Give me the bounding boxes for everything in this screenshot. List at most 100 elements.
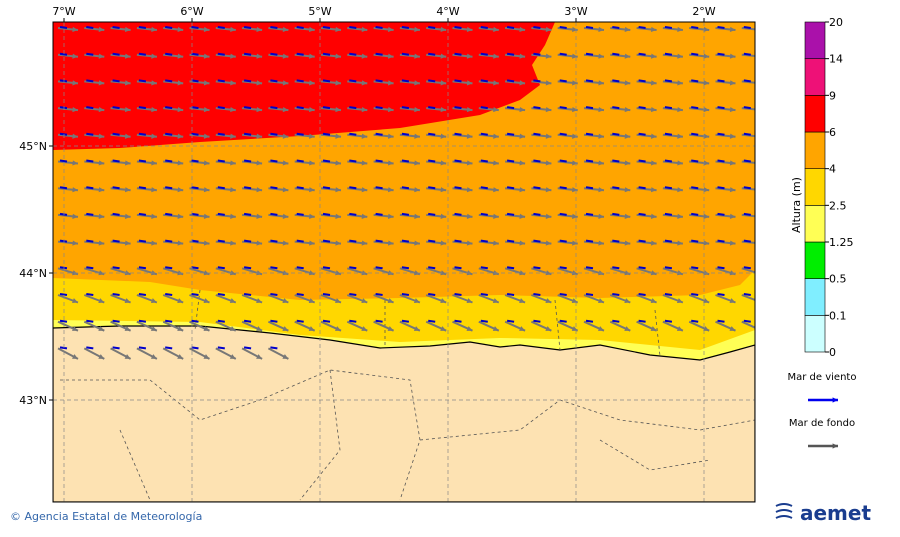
wind-dash <box>191 266 199 270</box>
wind-dash <box>191 293 199 296</box>
arrow-head <box>361 53 368 59</box>
wind-dash <box>533 319 541 323</box>
wind-dash <box>664 239 673 243</box>
arrow-shaft <box>741 213 755 218</box>
wind-dash <box>243 346 252 350</box>
wind-dash <box>585 212 594 216</box>
arrow-head <box>571 326 578 331</box>
arrow-head <box>545 53 552 59</box>
arrow-head <box>572 106 578 113</box>
wind-dash <box>664 159 673 163</box>
wind-dash <box>138 293 147 296</box>
arrow-head <box>98 26 105 33</box>
wind-dash <box>506 26 515 29</box>
arrow-head <box>598 240 604 246</box>
arrow-head <box>150 298 157 304</box>
wind-dash <box>559 132 567 136</box>
arrow-head <box>361 326 368 331</box>
wind-dash <box>296 132 304 136</box>
arrow-head <box>729 80 736 86</box>
wind-dash <box>401 239 410 243</box>
arrow-head <box>519 187 526 193</box>
arrow-head <box>124 240 131 246</box>
wind-dash <box>454 52 462 56</box>
arrow-head <box>151 53 157 59</box>
wind-dash <box>664 293 673 296</box>
wind-dash <box>638 159 646 163</box>
wind-dash <box>59 266 68 270</box>
arrow-head <box>545 106 552 113</box>
arrow-head <box>414 80 420 86</box>
wind-dash <box>349 106 357 110</box>
wind-dash <box>533 266 541 270</box>
arrow-head <box>98 160 105 166</box>
arrow-head <box>309 133 315 139</box>
wind-dash <box>717 186 725 190</box>
arrow-head <box>493 106 499 113</box>
wind-dash <box>506 239 515 243</box>
wind-dash <box>717 159 725 163</box>
wind-dash <box>559 186 567 190</box>
arrow-head <box>756 187 762 192</box>
arrow-head <box>519 326 526 331</box>
arrow-head <box>335 160 341 166</box>
wind-dash <box>480 319 488 323</box>
wind-dash <box>349 79 357 83</box>
wind-dash <box>270 26 278 29</box>
arrow-head <box>703 53 710 59</box>
colorbar-tick-label: 0.1 <box>829 309 847 322</box>
wind-dash <box>401 106 410 110</box>
wind-dash <box>691 159 699 163</box>
arrow-head <box>177 53 184 59</box>
arrow-head <box>151 106 157 113</box>
colorbar-tick-label: 6 <box>829 126 836 139</box>
arrow-head <box>230 213 236 219</box>
wind-dash <box>349 186 357 190</box>
arrow-head <box>256 160 263 166</box>
arrow-head <box>545 80 552 86</box>
wind-dash <box>559 52 567 56</box>
arrow-head <box>98 213 105 219</box>
lon-label: 3°W <box>564 5 587 18</box>
wind-dash <box>243 186 252 190</box>
arrow-head <box>703 240 710 246</box>
arrow-head <box>282 298 289 304</box>
wind-dash <box>270 132 278 136</box>
wind-dash <box>243 293 252 296</box>
arrow-head <box>229 326 236 331</box>
arrow-head <box>756 54 762 59</box>
wind-dash <box>585 293 594 296</box>
wind-dash <box>506 186 515 190</box>
wind-dash <box>296 186 304 190</box>
arrow-head <box>361 240 368 246</box>
arrow-head <box>151 133 157 139</box>
arrow-head <box>256 326 263 331</box>
arrow-head <box>177 26 184 33</box>
wind-dash <box>59 239 68 243</box>
wind-dash <box>138 159 147 163</box>
arrow-head <box>677 26 683 33</box>
wind-dash <box>638 293 646 296</box>
graticule <box>53 22 755 502</box>
wind-dash <box>59 212 68 216</box>
arrow-head <box>256 213 263 219</box>
wind-dash <box>559 266 567 270</box>
arrow-head <box>309 213 315 219</box>
wind-dash <box>191 106 199 110</box>
wind-dash <box>559 26 567 29</box>
arrow-head <box>756 326 762 331</box>
wind-dash <box>165 26 173 29</box>
arrow-head <box>414 187 420 193</box>
wind-dash <box>322 52 331 56</box>
wind-dash <box>165 293 173 296</box>
arrow-head <box>729 160 736 166</box>
wind-dash <box>349 26 357 29</box>
wind-dash <box>296 266 304 270</box>
arrow-head <box>361 106 368 113</box>
land <box>53 325 755 502</box>
wind-dash <box>506 52 515 56</box>
wind-dash <box>138 79 147 83</box>
wind-dash <box>270 106 278 110</box>
wind-dash <box>454 79 462 83</box>
arrow-head <box>598 213 604 219</box>
